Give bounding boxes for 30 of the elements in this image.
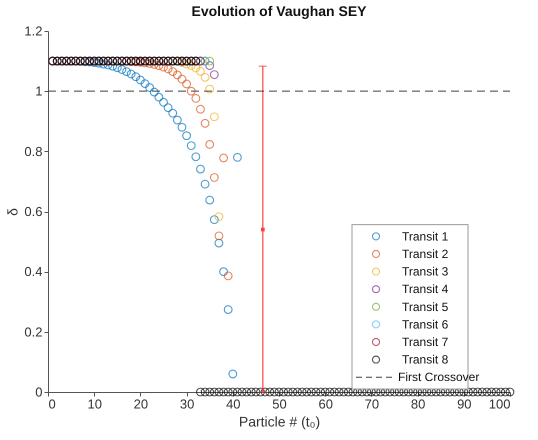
legend-label: Transit 1 xyxy=(402,229,449,244)
legend-label: Transit 8 xyxy=(402,352,449,367)
x-tick-label: 20 xyxy=(134,396,148,412)
x-tick-label: 100 xyxy=(488,396,510,412)
y-tick-label: 0.2 xyxy=(24,324,42,340)
x-tick-label: 40 xyxy=(226,396,241,412)
x-tick-label: 80 xyxy=(410,396,426,412)
x-tick-label: 90 xyxy=(457,396,472,412)
legend-label: Transit 3 xyxy=(402,264,449,279)
y-tick-label: 0 xyxy=(35,384,42,400)
x-tick-label: 10 xyxy=(87,396,102,412)
legend-label: Transit 5 xyxy=(402,300,449,314)
legend-label: Transit 7 xyxy=(402,335,449,349)
x-tick-label: 70 xyxy=(364,396,380,412)
y-tick-label: 1.2 xyxy=(24,24,42,38)
y-axis-title: δ xyxy=(4,208,20,216)
x-tick-label: 60 xyxy=(318,396,333,412)
y-tick-label: 1 xyxy=(35,84,42,99)
legend-label: Transit 6 xyxy=(402,317,449,332)
legend-label: First Crossover xyxy=(398,370,480,384)
legend-label: Transit 4 xyxy=(402,282,449,296)
legend-label: Transit 2 xyxy=(402,247,449,261)
y-tick-label: 0.8 xyxy=(24,144,42,159)
x-tick-label: 50 xyxy=(272,396,287,412)
chart-title: Evolution of Vaughan SEY xyxy=(191,3,368,19)
x-tick-label: 30 xyxy=(180,396,194,412)
x-tick-label: 0 xyxy=(48,396,56,412)
x-axis-title: Particle # (t₀) xyxy=(238,414,320,430)
y-tick-label: 0.4 xyxy=(24,264,42,280)
y-tick-label: 0.6 xyxy=(24,204,42,219)
